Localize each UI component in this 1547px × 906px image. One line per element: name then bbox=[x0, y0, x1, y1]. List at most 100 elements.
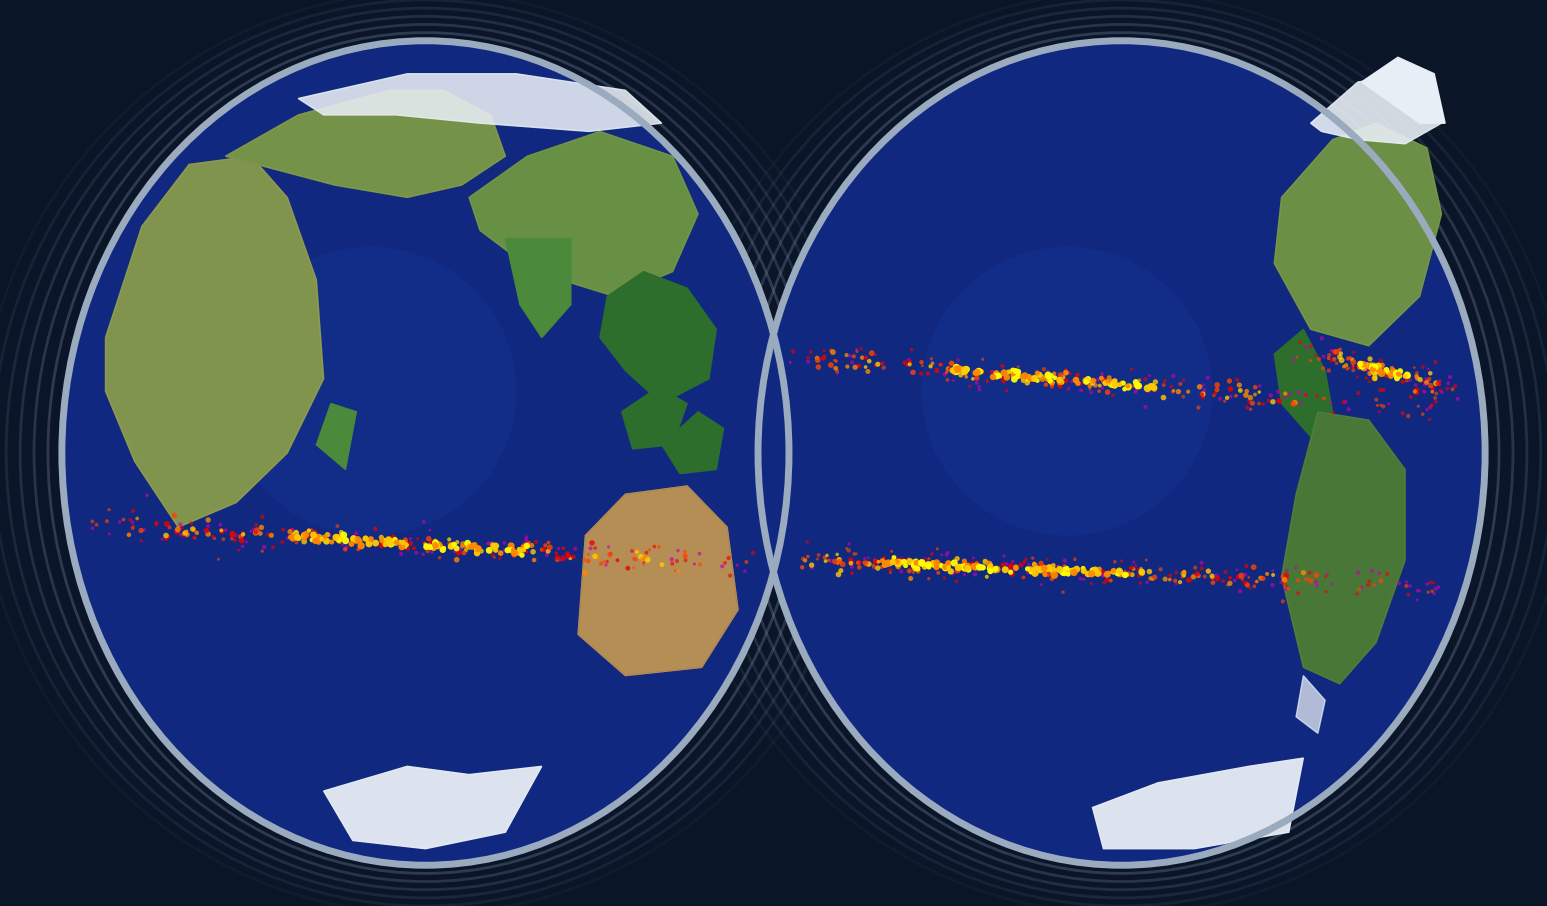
Point bbox=[1171, 565, 1196, 580]
Point bbox=[244, 517, 269, 532]
Point bbox=[914, 560, 939, 574]
Point bbox=[1061, 565, 1086, 580]
Point bbox=[1364, 361, 1389, 376]
Point bbox=[537, 544, 562, 558]
Point bbox=[910, 556, 934, 571]
Point bbox=[1193, 383, 1217, 398]
Point bbox=[1072, 564, 1097, 578]
Point bbox=[826, 553, 851, 567]
Point bbox=[1157, 573, 1182, 587]
Point bbox=[1047, 374, 1072, 389]
Point bbox=[453, 543, 478, 557]
Point bbox=[322, 531, 347, 545]
Point bbox=[633, 550, 657, 564]
Point bbox=[1298, 573, 1323, 588]
Point bbox=[1443, 379, 1468, 393]
Point bbox=[659, 552, 684, 566]
Point bbox=[1372, 363, 1397, 378]
Point bbox=[529, 543, 554, 557]
Point bbox=[1088, 384, 1112, 399]
Point bbox=[1183, 561, 1208, 575]
Point bbox=[381, 530, 405, 545]
Point bbox=[1083, 378, 1108, 392]
Point bbox=[1148, 562, 1173, 576]
Point bbox=[166, 524, 190, 538]
Point bbox=[1171, 566, 1196, 581]
Point bbox=[1057, 567, 1081, 582]
Point bbox=[183, 530, 207, 545]
Point bbox=[555, 546, 580, 561]
Point bbox=[1190, 561, 1214, 575]
Point bbox=[964, 371, 989, 385]
Point bbox=[1052, 565, 1077, 580]
Point bbox=[944, 361, 968, 375]
Point bbox=[1423, 394, 1448, 409]
Point bbox=[1139, 571, 1163, 585]
Point bbox=[1074, 373, 1098, 388]
Point bbox=[930, 548, 954, 563]
Point bbox=[390, 539, 415, 554]
Point bbox=[1352, 361, 1377, 375]
Point bbox=[396, 542, 421, 556]
Point bbox=[1275, 564, 1299, 578]
Point bbox=[1414, 374, 1439, 389]
Point bbox=[951, 364, 976, 379]
Point bbox=[373, 537, 398, 552]
Point bbox=[882, 554, 907, 569]
Point bbox=[928, 558, 953, 573]
Point bbox=[964, 555, 989, 570]
Point bbox=[1261, 578, 1286, 593]
Point bbox=[248, 526, 272, 541]
Point bbox=[121, 518, 145, 533]
Point bbox=[1423, 376, 1448, 390]
Point bbox=[944, 362, 968, 377]
Polygon shape bbox=[226, 91, 506, 198]
Point bbox=[1092, 375, 1117, 390]
Point bbox=[1341, 359, 1366, 373]
Point bbox=[144, 517, 169, 532]
Polygon shape bbox=[317, 403, 356, 469]
Point bbox=[1047, 564, 1072, 579]
Point bbox=[1100, 388, 1125, 402]
Point bbox=[1371, 400, 1395, 414]
Point bbox=[1405, 593, 1429, 607]
Point bbox=[1120, 379, 1145, 393]
Point bbox=[531, 542, 555, 556]
Point bbox=[459, 539, 484, 554]
Point bbox=[1029, 560, 1054, 574]
Point bbox=[328, 530, 353, 545]
Point bbox=[1366, 362, 1391, 377]
Point bbox=[1006, 370, 1030, 384]
Point bbox=[792, 553, 817, 567]
Point bbox=[1185, 566, 1210, 581]
Point bbox=[514, 530, 538, 545]
Point bbox=[343, 535, 368, 549]
Point bbox=[1100, 377, 1125, 391]
Point bbox=[1021, 551, 1046, 565]
Point bbox=[1115, 566, 1140, 581]
Point bbox=[939, 564, 964, 579]
Point bbox=[345, 532, 370, 546]
Point bbox=[910, 355, 934, 370]
Point bbox=[1047, 372, 1072, 387]
Point bbox=[489, 545, 514, 560]
Point bbox=[319, 535, 343, 549]
Point bbox=[1417, 371, 1442, 386]
Point bbox=[534, 538, 558, 553]
Point bbox=[442, 537, 467, 552]
Point bbox=[1420, 584, 1445, 599]
Point bbox=[1137, 369, 1162, 383]
Point bbox=[280, 523, 305, 537]
Point bbox=[732, 564, 756, 578]
Point bbox=[1064, 372, 1089, 387]
Point bbox=[1242, 574, 1267, 589]
Point bbox=[637, 543, 662, 557]
Point bbox=[476, 536, 501, 551]
Point bbox=[1236, 570, 1261, 584]
Point bbox=[370, 535, 394, 550]
Point bbox=[432, 541, 456, 555]
Point bbox=[1405, 369, 1429, 383]
Polygon shape bbox=[1281, 411, 1405, 684]
Point bbox=[455, 537, 480, 552]
Point bbox=[333, 529, 357, 544]
